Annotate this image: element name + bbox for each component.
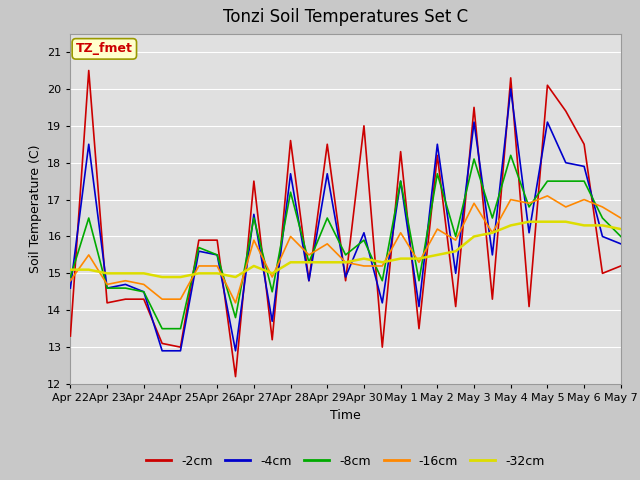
Y-axis label: Soil Temperature (C): Soil Temperature (C) <box>29 144 42 273</box>
Legend: -2cm, -4cm, -8cm, -16cm, -32cm: -2cm, -4cm, -8cm, -16cm, -32cm <box>141 450 550 473</box>
Title: Tonzi Soil Temperatures Set C: Tonzi Soil Temperatures Set C <box>223 9 468 26</box>
X-axis label: Time: Time <box>330 408 361 421</box>
Text: TZ_fmet: TZ_fmet <box>76 42 132 55</box>
